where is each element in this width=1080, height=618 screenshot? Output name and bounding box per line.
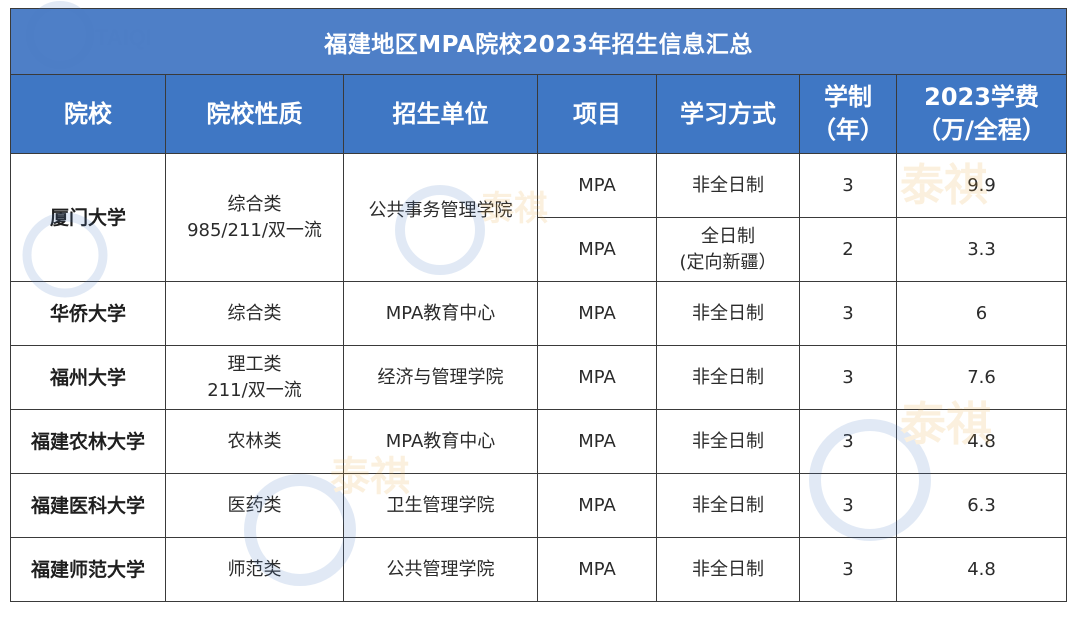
header-row: 院校 院校性质 招生单位 项目 学习方式 学制 （年） 2023学费 （万/全程… [10, 74, 1068, 154]
cell-school: 福州大学 [10, 345, 166, 410]
header-unit-label: 招生单位 [392, 99, 489, 128]
cell-mode-line: 全日制 [701, 225, 755, 247]
cell-program: MPA [537, 217, 657, 282]
table-title: 福建地区MPA院校2023年招生信息汇总 [9, 8, 1068, 75]
cell-school: 厦门大学 [10, 153, 166, 282]
cell-nature-line: 理工类 [227, 353, 282, 375]
cell-mode-line: (定向新疆） [679, 251, 777, 273]
cell-mode-line: 非全日制 [692, 430, 764, 452]
title-row: 福建地区MPA院校2023年招生信息汇总 [9, 8, 1068, 75]
cell-years: 3 [799, 409, 897, 474]
cell-nature-line: 医药类 [227, 494, 282, 516]
cell-years: 2 [799, 217, 897, 282]
cell-nature: 农林类 [165, 409, 344, 474]
cell-mode: 全日制 (定向新疆） [656, 217, 800, 282]
table-row: 福建农林大学 农林类 MPA教育中心 MPA 非全日制 3 4.8 [10, 409, 1068, 474]
header-program-label: 项目 [573, 99, 621, 128]
cell-nature: 师范类 [165, 537, 344, 602]
cell-unit-text: 公共事务管理学院 [368, 200, 513, 221]
header-unit: 招生单位 [343, 74, 538, 154]
header-fee: 2023学费 （万/全程） [895, 74, 1068, 154]
table-row: 厦门大学 综合类 985/211/双一流 公共事务管理学院 MPA 非全日制 3… [10, 153, 1068, 282]
cell-mode-line: 非全日制 [692, 558, 764, 580]
cell-years: 3 [799, 345, 897, 410]
cell-mode-line: 非全日制 [692, 302, 764, 324]
cell-fee: 4.8 [895, 409, 1068, 474]
header-fee-line1: 2023学费 [924, 83, 1039, 111]
cell-unit: MPA教育中心 [343, 409, 538, 474]
cell-nature: 医药类 [165, 473, 344, 538]
header-years-line1: 学制 [824, 83, 872, 111]
header-school-label: 院校 [64, 99, 112, 128]
cell-mode: 非全日制 [656, 153, 800, 218]
cell-mode-line: 非全日制 [692, 366, 764, 388]
cell-fee: 6.3 [895, 473, 1068, 538]
cell-mode-line: 非全日制 [692, 174, 764, 196]
cell-school: 福建农林大学 [10, 409, 166, 474]
cell-school: 华侨大学 [10, 281, 166, 346]
header-mode-label: 学习方式 [680, 99, 776, 128]
top-strip [0, 0, 1080, 8]
header-years-line2: （年） [812, 116, 884, 144]
header-fee-line2: （万/全程） [917, 116, 1046, 144]
cell-mode: 非全日制 [656, 281, 800, 346]
table-row: MPA 全日制 (定向新疆） 2 3.3 [11, 217, 1068, 282]
header-nature-label: 院校性质 [206, 99, 303, 128]
cell-nature-line: 211/双一流 [207, 379, 302, 401]
cell-fee: 4.8 [895, 537, 1068, 602]
cell-program: MPA [537, 345, 657, 410]
cell-program: MPA [537, 537, 657, 602]
header-nature: 院校性质 [165, 74, 344, 154]
header-years: 学制 （年） [799, 74, 897, 154]
cell-mode: 非全日制 [656, 409, 800, 474]
cell-nature: 综合类 985/211/双一流 [165, 153, 344, 282]
cell-nature-line: 综合类 [227, 302, 282, 324]
cell-fee: 3.3 [895, 217, 1068, 282]
cell-program: MPA [537, 153, 657, 218]
cell-mode: 非全日制 [656, 473, 800, 538]
cell-program: MPA [537, 409, 657, 474]
cell-unit: MPA教育中心 [343, 281, 538, 346]
cell-unit: 经济与管理学院 [343, 345, 538, 410]
cell-program: MPA [537, 281, 657, 346]
table-row: 福州大学 理工类 211/双一流 经济与管理学院 MPA 非全日制 3 7.6 [10, 345, 1068, 410]
cell-nature: 综合类 [165, 281, 344, 346]
table-row: 福建医科大学 医药类 卫生管理学院 MPA 非全日制 3 6.3 [10, 473, 1068, 538]
cell-nature-line: 985/211/双一流 [187, 219, 322, 241]
mpa-summary-table: 福建地区MPA院校2023年招生信息汇总 院校 院校性质 招生单位 项目 学习方… [9, 8, 1068, 602]
cell-fee: 9.9 [895, 153, 1068, 218]
header-program: 项目 [537, 74, 657, 154]
cell-fee: 6 [895, 281, 1068, 346]
cell-years: 3 [799, 537, 897, 602]
cell-nature-line: 师范类 [227, 558, 282, 580]
cell-unit: 公共管理学院 [343, 537, 538, 602]
cell-mode-line: 非全日制 [692, 494, 764, 516]
cell-unit: 卫生管理学院 [343, 473, 538, 538]
cell-fee: 7.6 [895, 345, 1068, 410]
table-row: 福建师范大学 师范类 公共管理学院 MPA 非全日制 3 4.8 [10, 537, 1068, 602]
cell-unit: 公共事务管理学院 [343, 153, 538, 282]
cell-program: MPA [537, 473, 657, 538]
cell-mode: 非全日制 [656, 345, 800, 410]
cell-nature-line: 综合类 [227, 193, 282, 215]
table-row: 华侨大学 综合类 MPA教育中心 MPA 非全日制 3 6 [10, 281, 1068, 346]
cell-years: 3 [799, 153, 897, 218]
header-school: 院校 [10, 74, 166, 154]
cell-mode: 非全日制 [656, 537, 800, 602]
cell-years: 3 [799, 281, 897, 346]
cell-nature-line: 农林类 [227, 430, 282, 452]
cell-nature: 理工类 211/双一流 [165, 345, 344, 410]
header-mode: 学习方式 [656, 74, 800, 154]
cell-school: 福建师范大学 [10, 537, 166, 602]
cell-school: 福建医科大学 [10, 473, 166, 538]
cell-years: 3 [799, 473, 897, 538]
